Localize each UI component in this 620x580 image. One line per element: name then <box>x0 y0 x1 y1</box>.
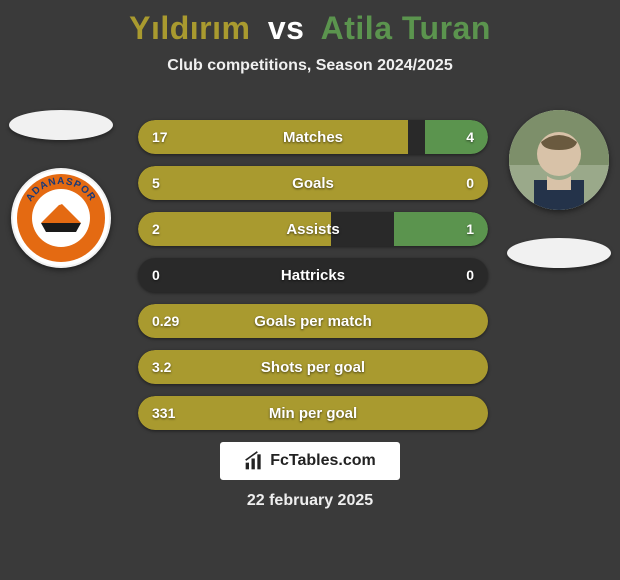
player1-club-badge: ADANASPOR <box>11 168 111 268</box>
stat-row: 50Goals <box>138 166 488 200</box>
stat-label: Goals per match <box>138 304 488 338</box>
branding-badge: FcTables.com <box>220 442 400 480</box>
vs-separator: vs <box>268 10 305 46</box>
left-player-column: ADANASPOR <box>6 110 116 268</box>
player2-name: Atila Turan <box>321 10 491 46</box>
stat-label: Assists <box>138 212 488 246</box>
branding-text: FcTables.com <box>270 452 376 470</box>
stat-row: 331Min per goal <box>138 396 488 430</box>
club-badge-icon: ADANASPOR <box>11 168 111 268</box>
stat-label: Matches <box>138 120 488 154</box>
stat-row: 00Hattricks <box>138 258 488 292</box>
stat-label: Goals <box>138 166 488 200</box>
player2-avatar <box>509 110 609 210</box>
stat-row: 0.29Goals per match <box>138 304 488 338</box>
subtitle: Club competitions, Season 2024/2025 <box>0 57 620 75</box>
stat-label: Shots per goal <box>138 350 488 384</box>
stat-row: 174Matches <box>138 120 488 154</box>
player1-name: Yıldırım <box>129 10 250 46</box>
stat-label: Hattricks <box>138 258 488 292</box>
stats-bar-list: 174Matches 50Goals 21Assists 00Hattricks 0.2… <box>138 120 488 430</box>
comparison-title: Yıldırım vs Atila Turan <box>0 0 620 47</box>
avatar-icon <box>509 110 609 210</box>
right-player-column <box>504 110 614 268</box>
footer-date: 22 february 2025 <box>0 492 620 510</box>
stat-label: Min per goal <box>138 396 488 430</box>
stat-row: 3.2Shots per goal <box>138 350 488 384</box>
player1-name-badge <box>9 110 113 140</box>
stat-row: 21Assists <box>138 212 488 246</box>
player2-name-badge <box>507 238 611 268</box>
chart-icon <box>244 451 264 471</box>
